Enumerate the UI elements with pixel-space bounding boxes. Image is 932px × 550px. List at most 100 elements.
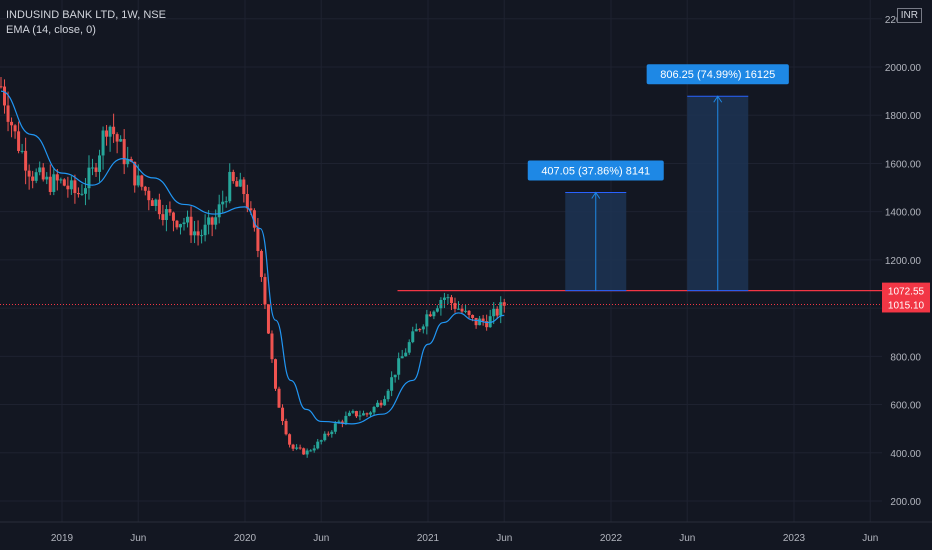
candle-body — [126, 158, 130, 165]
candle-body — [38, 167, 42, 173]
price-tick-label: 1200.00 — [885, 256, 922, 267]
candle-body — [228, 171, 232, 202]
time-tick-label: 2020 — [234, 533, 257, 544]
candle-body — [80, 193, 84, 195]
candle-body — [245, 194, 249, 209]
resistance-price-badge-text: 1072.55 — [888, 287, 925, 298]
candle-body — [305, 450, 309, 455]
time-tick-label: Jun — [130, 533, 146, 544]
price-tick-label: 1400.00 — [885, 208, 922, 219]
arrow-up-icon — [591, 191, 601, 199]
candle-body — [435, 308, 439, 312]
candle-body — [347, 412, 351, 416]
time-tick-label: 2023 — [783, 533, 806, 544]
candle-body — [168, 209, 172, 213]
chart-legend: INDUSIND BANK LTD, 1W, NSE EMA (14, clos… — [6, 8, 166, 38]
candle-body — [207, 217, 211, 225]
candle-body — [59, 179, 63, 181]
candle-body — [495, 308, 499, 316]
candle-body — [24, 150, 28, 171]
candle-body — [488, 316, 492, 328]
candle-body — [309, 450, 313, 452]
time-tick-label: 2021 — [417, 533, 440, 544]
candle-body — [358, 415, 362, 417]
symbol-title[interactable]: INDUSIND BANK LTD, 1W, NSE — [6, 9, 166, 21]
projection-label-box[interactable] — [646, 64, 789, 85]
candle-body — [171, 212, 175, 221]
candle-body — [369, 412, 373, 415]
candle-body — [91, 167, 94, 169]
candle-body — [175, 220, 179, 228]
candlesticks — [0, 76, 506, 458]
candle-body — [492, 308, 496, 317]
candle-body — [361, 413, 365, 416]
candle-body — [20, 150, 24, 152]
candle-body — [449, 297, 453, 304]
candle-body — [442, 297, 446, 300]
price-tick-label: 2000.00 — [885, 63, 922, 74]
candle-body — [302, 448, 306, 455]
candle-body — [277, 388, 281, 408]
candle-body — [291, 444, 295, 449]
candle-body — [421, 326, 425, 330]
candle-body — [252, 210, 256, 228]
candle-body — [73, 180, 77, 194]
candle-body — [365, 413, 369, 415]
time-axis[interactable]: 2019 Jun 2020 Jun 2021 Jun 2022 Jun 2023 Jun — [0, 521, 932, 544]
candle-body — [256, 227, 260, 251]
candle-body — [182, 222, 186, 225]
candle-body — [10, 121, 14, 126]
candle-body — [432, 311, 436, 317]
candle-body — [31, 176, 35, 181]
candle-body — [284, 421, 288, 435]
candle-body — [390, 377, 394, 391]
indicator-title[interactable]: EMA (14, close, 0) — [6, 24, 96, 36]
candle-body — [383, 399, 387, 406]
candle-body — [425, 314, 429, 327]
candle-body — [224, 201, 228, 203]
candle-body — [52, 174, 56, 192]
candle-body — [66, 185, 70, 190]
price-tick-label: 600.00 — [890, 401, 921, 412]
time-tick-label: Jun — [313, 533, 329, 544]
last-price-badge[interactable] — [882, 296, 930, 313]
candle-body — [161, 214, 165, 221]
candle-body — [105, 130, 109, 137]
candle-body — [333, 423, 337, 432]
candle-body — [453, 303, 457, 309]
last-price-badge-text: 1015.10 — [888, 300, 925, 311]
candle-body — [186, 216, 190, 223]
time-tick-label: 2019 — [51, 533, 74, 544]
candle-body — [238, 179, 242, 187]
time-tick-label: Jun — [496, 533, 512, 544]
candle-body — [481, 318, 485, 322]
candle-body — [404, 352, 408, 357]
price-tick-label: 400.00 — [890, 449, 921, 460]
candle-body — [263, 277, 267, 305]
candle-body — [418, 329, 422, 331]
candle-body — [242, 179, 246, 195]
candle-body — [83, 188, 87, 194]
candle-body — [266, 304, 270, 334]
candle-body — [210, 217, 214, 225]
candle-body — [397, 358, 401, 375]
candle-body — [340, 421, 344, 423]
candle-body — [298, 447, 302, 449]
currency-badge[interactable]: INR — [896, 8, 922, 23]
candle-body — [214, 217, 218, 225]
candle-body — [87, 167, 91, 189]
candle-body — [400, 356, 404, 359]
candle-body — [196, 231, 200, 236]
candle-body — [94, 167, 98, 172]
candle-body — [69, 180, 73, 190]
candle-body — [376, 402, 380, 407]
candle-body — [316, 441, 320, 449]
time-tick-label: Jun — [679, 533, 695, 544]
candle-body — [164, 209, 168, 221]
resistance-price-badge[interactable] — [882, 282, 930, 299]
projection-label-box[interactable] — [527, 160, 664, 181]
candle-body — [344, 415, 348, 423]
candle-body — [249, 208, 253, 211]
drawing-overlays[interactable]: 407.05 (37.86%) 8141 806.25 (74.99%) 1612… — [0, 64, 882, 305]
